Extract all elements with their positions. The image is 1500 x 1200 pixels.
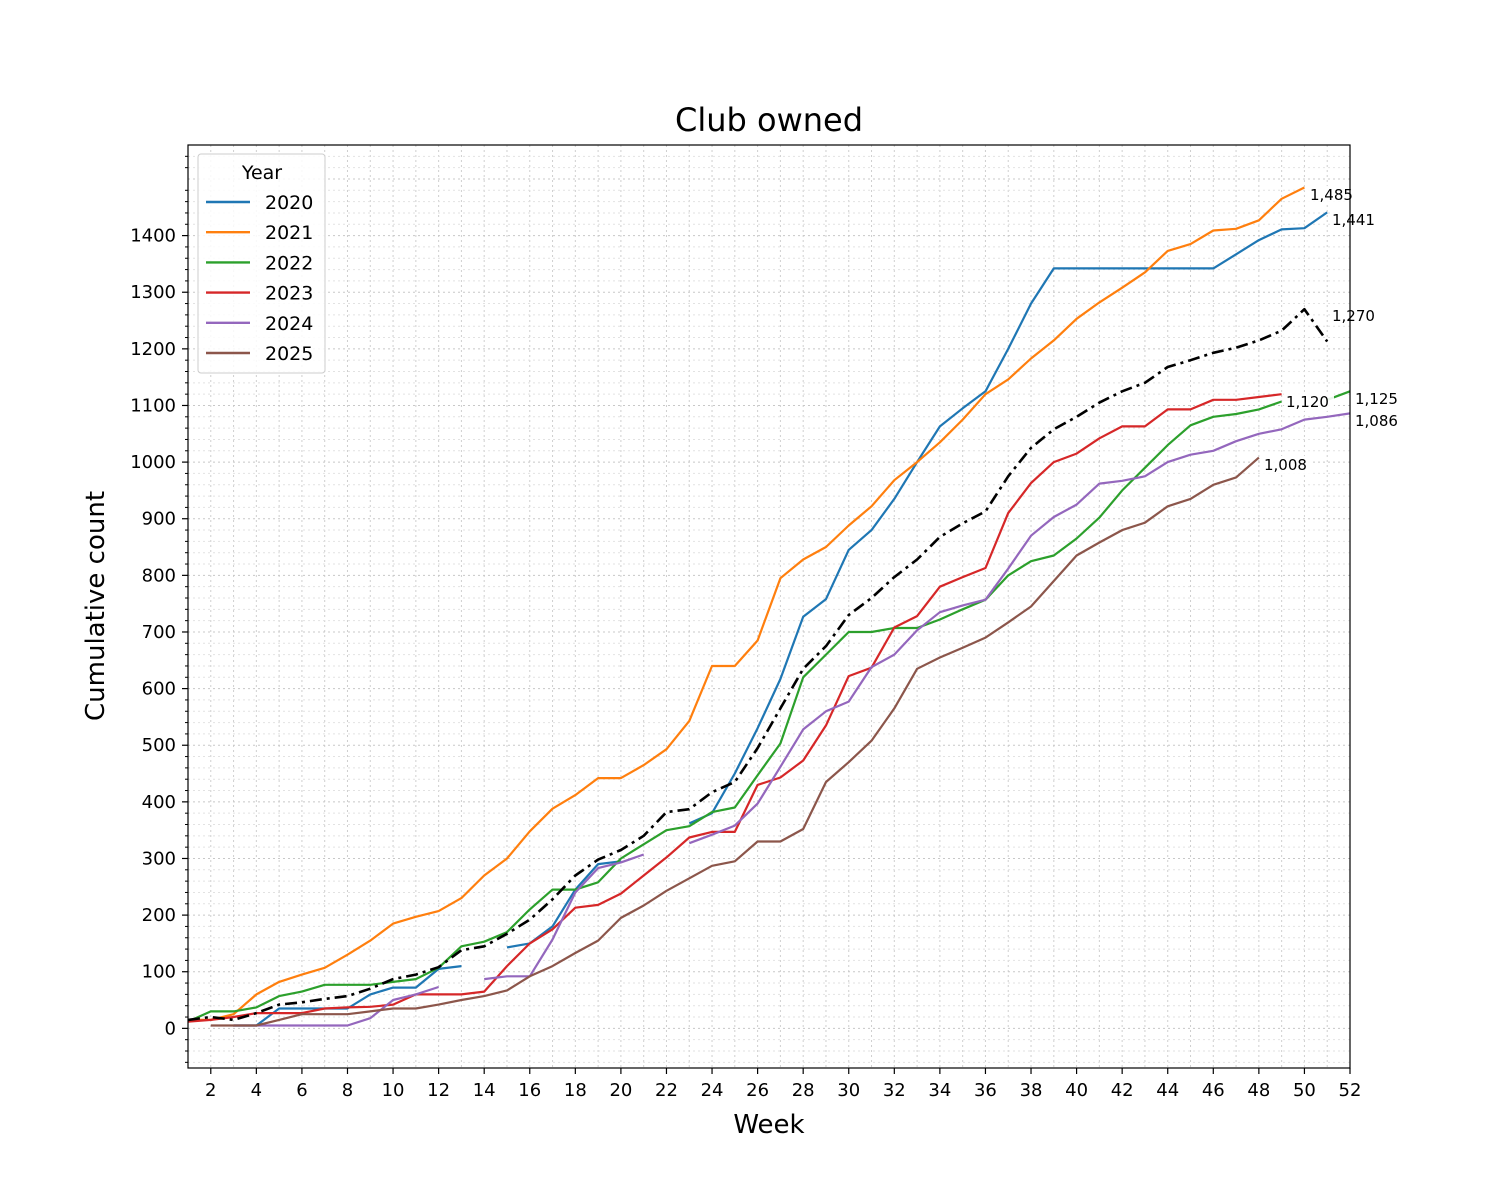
x-tick-label: 30 <box>837 1080 860 1101</box>
x-tick-label: 28 <box>792 1080 815 1101</box>
end-label-2020: 1,441 <box>1332 211 1375 229</box>
end-label-background <box>1308 186 1358 204</box>
x-tick-label: 40 <box>1065 1080 1088 1101</box>
series-line-2022 <box>187 400 1282 1023</box>
x-tick-label: 6 <box>296 1080 307 1101</box>
x-tick-label: 36 <box>974 1080 997 1101</box>
legend: Year 2020 2021 2022 2023 2024 2025 <box>197 153 326 374</box>
end-labels: 1,441 1,485 1,125 1,120 1,086 1,008 1,270 <box>1262 186 1403 474</box>
x-tick-label: 46 <box>1202 1080 1225 1101</box>
x-tick-label: 22 <box>655 1080 678 1101</box>
y-tick-label: 700 <box>142 622 176 643</box>
end-label-background <box>1353 412 1403 430</box>
x-tick-label: 38 <box>1020 1080 1043 1101</box>
legend-label-2025: 2025 <box>265 343 313 365</box>
series-line-2024 <box>688 412 1351 845</box>
series-line-2024 <box>233 985 439 1027</box>
y-tick-label: 1300 <box>130 282 176 303</box>
y-tick-label: 400 <box>142 792 176 813</box>
chart-title: Club owned <box>675 101 863 139</box>
x-tick-label: 32 <box>883 1080 906 1101</box>
end-label-background <box>1330 307 1380 325</box>
x-tick-label: 24 <box>701 1080 724 1101</box>
legend-label-2021: 2021 <box>265 222 313 244</box>
x-tick-label: 10 <box>382 1080 405 1101</box>
y-tick-label: 600 <box>142 679 176 700</box>
y-tick-label: 500 <box>142 735 176 756</box>
end-label-background <box>1330 211 1380 229</box>
y-tick-label: 800 <box>142 565 176 586</box>
legend-label-2022: 2022 <box>265 252 313 274</box>
legend-label-2020: 2020 <box>265 192 313 214</box>
series-line-2025 <box>210 456 1260 1027</box>
series-line-2020 <box>688 211 1328 825</box>
x-tick-label: 16 <box>518 1080 541 1101</box>
x-tick-label: 34 <box>928 1080 951 1101</box>
legend-label-2024: 2024 <box>265 313 313 335</box>
x-tick-label: 12 <box>427 1080 450 1101</box>
x-tick-label: 42 <box>1111 1080 1134 1101</box>
end-label-2024: 1,086 <box>1355 412 1398 430</box>
y-tick-label: 1100 <box>130 395 176 416</box>
series-line-2024 <box>484 853 645 981</box>
x-tick-label: 4 <box>251 1080 262 1101</box>
average-line <box>187 307 1329 1022</box>
end-label-background <box>1262 456 1312 474</box>
y-tick-label: 1200 <box>130 339 176 360</box>
end-label-2022: 1,125 <box>1355 390 1398 408</box>
y-tick-label: 100 <box>142 962 176 983</box>
end-label-average: 1,270 <box>1332 307 1375 325</box>
x-tick-label: 44 <box>1156 1080 1179 1101</box>
legend-box <box>197 153 326 374</box>
legend-label-2023: 2023 <box>265 283 313 305</box>
x-tick-label: 52 <box>1339 1080 1362 1101</box>
end-label-2025: 1,008 <box>1264 456 1307 474</box>
y-tick-label: 0 <box>165 1018 176 1039</box>
series-line-2023 <box>187 393 1282 1023</box>
x-tick-label: 18 <box>564 1080 587 1101</box>
x-tick-label: 26 <box>746 1080 769 1101</box>
x-axis-title: Week <box>733 1110 804 1140</box>
y-tick-label: 1000 <box>130 452 176 473</box>
y-tick-label: 1400 <box>130 226 176 247</box>
end-label-background <box>1284 393 1334 411</box>
series-line-2020 <box>506 860 622 949</box>
x-tick-label: 50 <box>1293 1080 1316 1101</box>
series-line-2021 <box>188 186 1305 1021</box>
end-label-2023: 1,120 <box>1286 393 1329 411</box>
x-tick-label: 14 <box>473 1080 496 1101</box>
series-layer <box>187 186 1351 1027</box>
plot-frame <box>187 144 1351 1069</box>
end-label-2021: 1,485 <box>1310 186 1353 204</box>
y-tick-label: 300 <box>142 848 176 869</box>
grid <box>187 145 1351 1068</box>
y-axis-title: Cumulative count <box>81 491 111 721</box>
end-label-background <box>1353 390 1403 408</box>
y-tick-label: 900 <box>142 509 176 530</box>
x-tick-label: 20 <box>609 1080 632 1101</box>
legend-title: Year <box>241 162 282 184</box>
y-tick-label: 200 <box>142 905 176 926</box>
x-tick-label: 48 <box>1247 1080 1270 1101</box>
x-tick-label: 2 <box>205 1080 216 1101</box>
x-tick-label: 8 <box>342 1080 353 1101</box>
axes-ticks: 2 4 6 8 10 12 14 16 18 20 22 24 26 28 30 32 34 36 38 40 42 44… <box>130 155 1362 1101</box>
